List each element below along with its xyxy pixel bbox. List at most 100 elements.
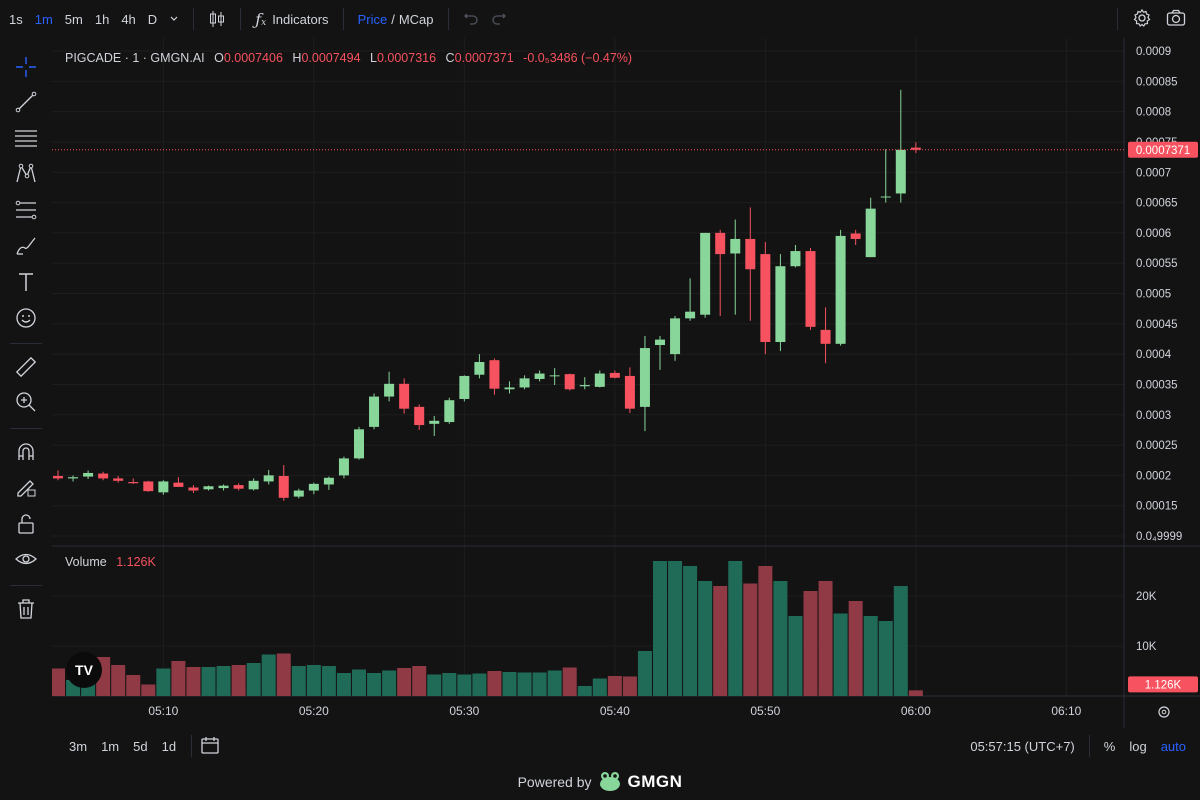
candle-body xyxy=(910,147,921,150)
eye-icon[interactable] xyxy=(12,545,40,573)
clock[interactable]: 05:57:15 (UTC+7) xyxy=(970,738,1075,754)
candle-body xyxy=(444,400,455,423)
timeframe-1h[interactable]: 1h xyxy=(94,11,110,27)
volume-bar xyxy=(863,616,878,696)
candle-body xyxy=(655,339,665,346)
tradingview-logo[interactable]: TV xyxy=(66,652,102,688)
candle-body xyxy=(775,266,786,342)
current-price-badge xyxy=(1128,141,1198,158)
timeframe-5m[interactable]: 5m xyxy=(64,11,83,27)
volume-tick-label: 20K xyxy=(1136,591,1157,603)
candles-icon[interactable] xyxy=(202,9,232,29)
trash-icon[interactable] xyxy=(12,595,40,623)
undo-icon[interactable] xyxy=(457,11,485,27)
range-5d[interactable]: 5d xyxy=(133,738,148,754)
price-mcap-toggle[interactable]: Price / MCap xyxy=(352,12,440,27)
candle-body xyxy=(609,372,620,378)
candle-body xyxy=(715,232,726,255)
timeframe-4h[interactable]: 4h xyxy=(121,11,136,27)
volume-bar xyxy=(186,667,201,696)
bottom-right-controls: 05:57:15 (UTC+7) % log auto xyxy=(970,730,1186,762)
volume-bars xyxy=(52,561,923,696)
top-right-actions xyxy=(1117,0,1200,38)
volume-bar xyxy=(803,591,818,696)
toolbar-divider xyxy=(447,8,449,30)
volume-bar xyxy=(111,665,126,696)
fib-icon[interactable] xyxy=(12,196,40,224)
chart-canvas[interactable]: 0.00090.000850.00080.000750.00070.000650… xyxy=(52,38,1200,728)
candle-body xyxy=(218,485,229,489)
unlock-icon[interactable] xyxy=(12,510,40,538)
price-tick-label: 0.00045 xyxy=(1136,319,1178,331)
candle-body xyxy=(233,485,244,489)
ruler-icon[interactable] xyxy=(12,353,40,381)
candle-body xyxy=(248,480,259,490)
volume-bar xyxy=(622,676,637,696)
camera-icon[interactable] xyxy=(1166,9,1186,30)
brush-icon[interactable] xyxy=(12,232,40,260)
candle-body xyxy=(188,487,199,491)
percent-toggle[interactable]: % xyxy=(1103,738,1116,754)
low-label: L xyxy=(370,51,377,65)
log-toggle[interactable]: log xyxy=(1129,738,1147,754)
volume-bar xyxy=(758,566,773,696)
volume-bar xyxy=(352,669,366,696)
current-price-label: 0.0007371 xyxy=(1136,145,1190,157)
candle-body xyxy=(880,196,891,198)
candle-body xyxy=(670,318,681,355)
candle-body xyxy=(113,478,124,481)
candle-body xyxy=(83,472,94,477)
candle-body xyxy=(414,406,425,426)
change-value: -0.0₅3486 (−0.47%) xyxy=(523,51,633,65)
horizontal-lines-icon[interactable] xyxy=(12,124,40,152)
chevron-down-icon[interactable] xyxy=(163,14,185,24)
trend-line-icon[interactable] xyxy=(12,88,40,116)
volume-bar xyxy=(668,561,683,696)
range-3m[interactable]: 3m xyxy=(69,738,88,754)
toolbar-divider xyxy=(10,585,42,586)
powered-by-footer: Powered by GMGN xyxy=(0,766,1200,798)
candle-body xyxy=(323,477,334,485)
zoom-in-icon[interactable] xyxy=(12,388,40,416)
crosshair-icon[interactable] xyxy=(12,53,40,81)
time-tick-label: 06:00 xyxy=(901,704,931,718)
volume-bar xyxy=(653,561,667,696)
redo-icon[interactable] xyxy=(485,11,513,27)
candle-body xyxy=(293,490,304,497)
price-tick-label: 0.00015 xyxy=(1136,501,1178,513)
price-tick-label: 0.00055 xyxy=(1136,258,1178,270)
price-option[interactable]: Price xyxy=(357,11,388,27)
pattern-icon[interactable] xyxy=(12,160,40,188)
time-tick-label: 05:40 xyxy=(600,704,630,718)
timeframe-1m[interactable]: 1m xyxy=(34,11,53,27)
lock-drawing-icon[interactable] xyxy=(12,473,40,501)
symbol-name[interactable]: PIGCADE · 1 · GMGN.AI xyxy=(65,51,205,65)
time-tick-label: 05:20 xyxy=(299,704,329,718)
indicators-button[interactable]: ƒx Indicators xyxy=(249,10,334,29)
volume-bar xyxy=(683,566,698,696)
date-range-icon[interactable] xyxy=(200,735,220,758)
volume-bar xyxy=(231,665,246,696)
settings-icon[interactable] xyxy=(1132,8,1152,31)
open-value: 0.0007406 xyxy=(223,51,283,65)
volume-bar xyxy=(126,675,141,696)
fx-icon: ƒx xyxy=(255,9,267,29)
emoji-icon[interactable] xyxy=(12,304,40,332)
mcap-option[interactable]: MCap xyxy=(398,11,434,27)
drawing-toolbar xyxy=(0,38,52,638)
text-icon[interactable] xyxy=(12,268,40,296)
volume-bar xyxy=(472,673,487,696)
volume-bar xyxy=(848,601,863,696)
range-1d[interactable]: 1d xyxy=(161,738,177,754)
range-1m[interactable]: 1m xyxy=(101,738,120,754)
auto-toggle[interactable]: auto xyxy=(1160,738,1186,754)
price-tick-label: 0.0₄9999 xyxy=(1136,531,1182,543)
candle-body xyxy=(278,475,289,498)
open-label: O xyxy=(214,51,224,65)
magnet-icon[interactable] xyxy=(12,438,40,466)
candle-body xyxy=(68,477,79,479)
gmgn-brand[interactable]: GMGN xyxy=(627,772,683,791)
current-volume-badge xyxy=(1128,676,1198,693)
timeframe-1s[interactable]: 1s xyxy=(9,11,23,27)
timeframe-D[interactable]: D xyxy=(147,11,158,27)
